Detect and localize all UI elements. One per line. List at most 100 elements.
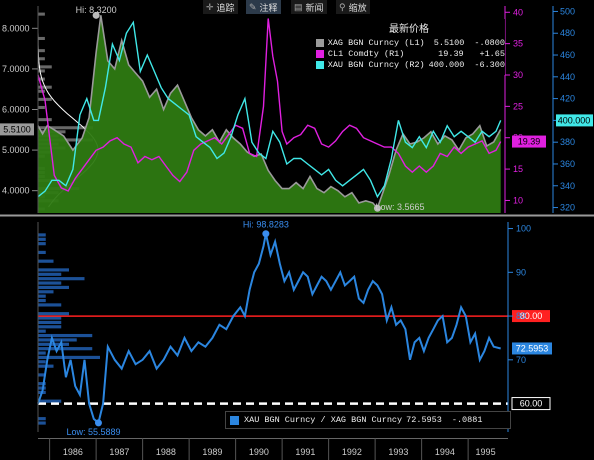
ratio-histogram-bar [38, 312, 69, 316]
x-tick-label: 1989 [202, 447, 222, 457]
r1-value-label: 19.39 [518, 137, 541, 147]
r2-tick-label: 480 [560, 28, 575, 38]
legend-name: CL1 Comdty (R1) [327, 48, 405, 59]
ratio-value-tag [512, 342, 552, 355]
x-tick-label: 1991 [295, 447, 315, 457]
toolbar-track-label: 追踪 [216, 2, 235, 13]
ratio-histogram-bar [38, 399, 62, 403]
ratio-legend-value: 72.5953 [406, 415, 442, 425]
r2-tick-label: 420 [560, 94, 575, 104]
ratio-histogram-bar [38, 277, 85, 281]
ratio-line: Hi: 98.8283 Low: 55.5889 [37, 220, 501, 437]
ratio-histogram-bar [38, 417, 46, 421]
r2-value-label: 400.000 [558, 115, 591, 125]
left-tick-label: 7.0000 [2, 64, 30, 74]
histogram-bar [38, 69, 45, 73]
ratio-histogram-bar [38, 329, 46, 333]
ratio-histogram-bar [38, 285, 69, 290]
magnifier-icon: ⚲ [339, 1, 346, 12]
r1-value-tag [512, 135, 546, 148]
reference-value-tag [511, 397, 551, 411]
left-value-label: 5.5100 [3, 124, 31, 134]
ratio-histogram-bar [38, 250, 46, 255]
histogram-bar [38, 49, 45, 53]
toolbar-annotate-button[interactable]: ✎ 注释 [246, 0, 281, 14]
r2-tick-label: 380 [560, 137, 575, 147]
ratio-tick-label: 100 [516, 224, 531, 234]
histogram-bar [38, 57, 45, 61]
ratio-histogram-bar [38, 298, 46, 303]
hi-label: Hi: 8.3200 [76, 5, 117, 15]
ratio-histogram-bar [38, 294, 46, 298]
histogram-bar [38, 89, 45, 93]
legend-value: 5.5100 [433, 37, 465, 48]
news-icon: ▤ [294, 1, 303, 12]
legend-change: -.0800 [474, 37, 505, 48]
reference-value-label: 60.00 [520, 399, 543, 409]
legend-row-gold: XAU BGN Curncy (R2) 400.000 -6.300 [313, 59, 505, 70]
ratio-histogram-bar [38, 373, 46, 377]
toolbar-annotate-label: 注释 [259, 2, 278, 13]
ratio-legend-change: -.0881 [451, 415, 483, 425]
top-panel-axes: 4.0000 5.0000 6.0000 7.0000 8.0000 5.5100 10 15… [0, 6, 593, 213]
histogram-bar [38, 12, 45, 16]
ratio-low-label: Low: 55.5889 [66, 427, 120, 437]
histogram-bar [38, 77, 45, 81]
ratio-histogram-bar [38, 333, 93, 338]
ratio-histogram-bar [38, 272, 62, 276]
x-tick-label: 1990 [249, 447, 269, 457]
legend-swatch-ratio [230, 415, 239, 425]
ratio-tick-label: 80 [516, 311, 526, 321]
ratio-histogram-bar [38, 382, 46, 386]
ratio-histogram-bar [38, 259, 54, 263]
ratio-tick-label: 70 [516, 355, 526, 365]
top-legend: 最新价格 XAG BGN Curncy (L1) 5.5100 -.0800 C… [313, 19, 505, 75]
r1-tick-label: 25 [513, 101, 523, 111]
x-tick-label: 1987 [109, 447, 129, 457]
series-line-oil [37, 18, 502, 192]
reference-value-label: 80.00 [520, 311, 543, 321]
x-axis: 1986 1987 1988 1989 1990 1991 1992 1993 1994 1995 [38, 438, 508, 460]
ratio-histogram-bar [38, 351, 46, 355]
x-tick-label: 1993 [388, 447, 408, 457]
ratio-histogram-bar [38, 360, 46, 364]
r1-tick-label: 30 [513, 70, 523, 80]
ratio-histogram-bar [38, 386, 46, 390]
legend-value: 19.39 [438, 48, 464, 59]
ratio-histogram-bar [38, 268, 69, 272]
toolbar-zoom-button[interactable]: ⚲ 缩放 [336, 0, 370, 14]
toolbar-track-button[interactable]: ✛ 追踪 [203, 0, 238, 14]
x-tick-label: 1994 [435, 447, 455, 457]
histogram-bar [38, 118, 52, 122]
ratio-axes: 70 80 90 100 72.5953 [37, 222, 552, 432]
legend-swatch-gold [316, 60, 324, 69]
legend-change: -6.300 [474, 59, 505, 70]
ratio-low-marker [94, 419, 102, 427]
ratio-hi-marker [262, 230, 270, 238]
r1-tick-label: 35 [513, 39, 523, 49]
ratio-histogram-bar [38, 347, 93, 351]
low-label: Low: 3.5665 [375, 202, 424, 212]
r1-tick-label: 10 [513, 195, 523, 205]
r2-tick-label: 460 [560, 50, 575, 60]
reference-value-tag [512, 310, 550, 323]
toolbar-news-button[interactable]: ▤ 新闻 [291, 0, 327, 14]
r2-tick-label: 340 [560, 181, 575, 191]
r1-tick-label: 40 [513, 7, 523, 17]
left-tick-label: 4.0000 [2, 186, 30, 196]
ratio-histogram-bar [38, 281, 62, 285]
left-tick-label: 6.0000 [2, 105, 30, 115]
legend-row-oil: CL1 Comdty (R1) 19.39 +1.65 [313, 48, 505, 59]
x-tick-label: 1988 [156, 447, 176, 457]
toolbar-news-label: 新闻 [305, 2, 324, 13]
ratio-hi-label: Hi: 98.8283 [243, 220, 289, 230]
legend-name: XAG BGN Curncy (L1) [327, 37, 425, 48]
left-tick-label: 5.0000 [2, 145, 30, 155]
ratio-legend: XAU BGN Curncy / XAG BGN Curncy 72.5953 … [225, 411, 511, 429]
low-marker [373, 204, 381, 212]
ratio-reference-lines: 80.00 60.00 [38, 310, 551, 411]
ratio-histogram-bar [38, 320, 62, 325]
legend-row-silver: XAG BGN Curncy (L1) 5.5100 -.0800 [313, 37, 505, 48]
ratio-histogram-bar [38, 325, 62, 329]
